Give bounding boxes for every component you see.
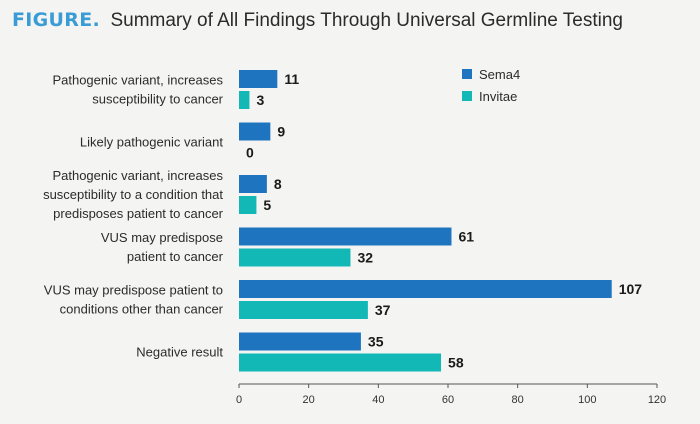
bar-invitae [239,196,257,214]
bar-sema4 [239,332,361,351]
category-label: susceptibility to cancer [92,92,223,107]
x-tick-label: 120 [648,394,666,406]
legend-swatch-sema4 [462,69,472,79]
bar-sema4 [239,70,278,88]
data-label: 58 [448,355,464,371]
category-label: Likely pathogenic variant [80,135,223,150]
category-label: patient to cancer [127,249,224,264]
category-label: susceptibility to a condition that [43,187,223,202]
bar-invitae [239,248,351,267]
category-label: predisposes patient to cancer [53,206,223,221]
title-text: Summary of All Findings Through Universa… [110,10,623,31]
bar-invitae [239,353,442,372]
bar-sema4 [239,280,612,298]
category-label: VUS may predispose [101,230,223,245]
bar-sema4 [239,122,271,141]
data-label: 37 [375,302,391,318]
category-label: VUS may predispose patient to [44,283,223,298]
data-label: 5 [263,197,271,213]
x-tick-label: 20 [303,394,315,406]
category-label: Pathogenic variant, increases [52,73,223,88]
legend-swatch-invitae [462,91,472,101]
data-label: 32 [357,250,373,266]
figure-tag: FIGURE. [12,9,100,31]
legend-label: Invitae [479,89,517,104]
legend-label: Sema4 [479,67,520,82]
data-label: 8 [274,176,282,192]
data-label: 61 [458,229,474,245]
bar-invitae [239,91,250,109]
data-label: 11 [284,71,299,87]
x-tick-label: 40 [372,394,384,406]
chart-title: FIGURE. Summary of All Findings Through … [12,9,623,32]
x-tick-label: 60 [442,394,454,406]
data-label: 3 [256,92,264,108]
data-label: 35 [368,334,384,350]
data-label: 9 [277,124,285,140]
x-tick-label: 100 [578,394,596,406]
x-tick-label: 80 [512,394,524,406]
x-tick-label: 0 [236,394,242,406]
category-label: Negative result [136,345,223,360]
bar-sema4 [239,175,267,193]
data-label: 0 [246,145,254,161]
category-label: Pathogenic variant, increases [52,168,223,183]
bar-invitae [239,301,368,319]
category-label: conditions other than cancer [60,302,224,317]
bar-sema4 [239,227,452,246]
data-label: 107 [619,281,643,297]
